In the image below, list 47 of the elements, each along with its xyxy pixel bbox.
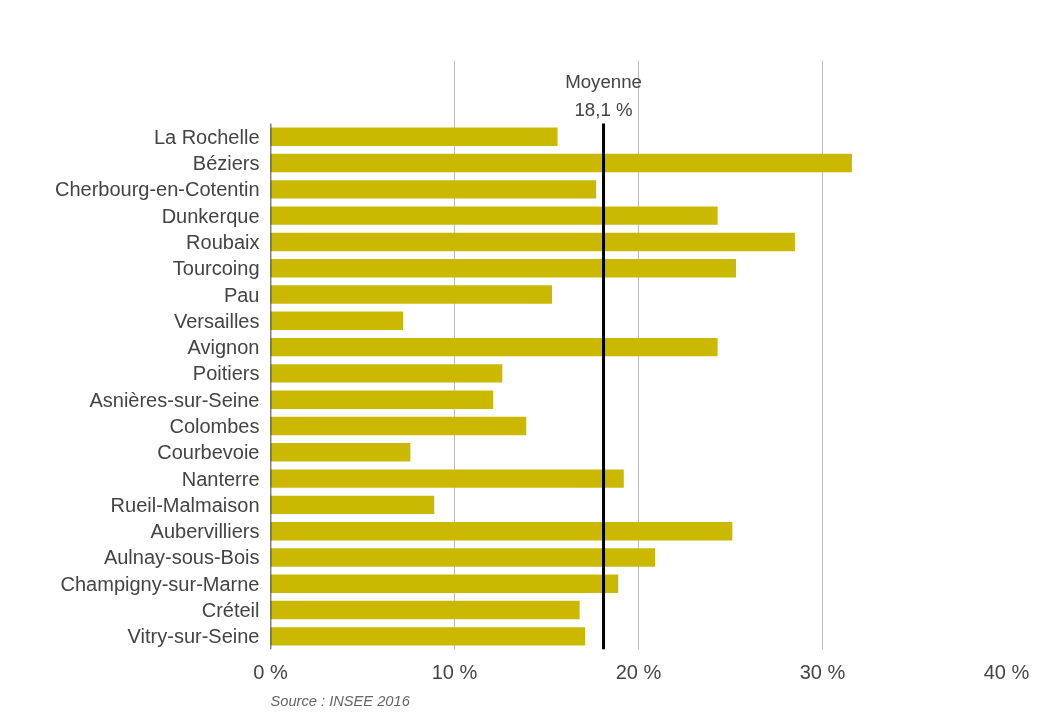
bar (270, 495, 435, 515)
x-tick-label: 30 % (799, 660, 846, 683)
y-tick-label: Pau (223, 283, 260, 306)
bar (270, 521, 733, 541)
bar (270, 627, 586, 646)
y-tick-label: Aubervilliers (150, 520, 260, 543)
y-tick-label: Aulnay-sous-Bois (103, 546, 260, 569)
y-tick-label: Nanterre (181, 467, 260, 490)
y-tick-label: Vitry-sur-Seine (127, 625, 260, 648)
bar (270, 416, 527, 436)
y-tick-label: Tourcoing (172, 257, 260, 280)
y-tick-label: Versailles (173, 309, 260, 332)
y-tick-label: Créteil (201, 599, 260, 622)
bar (270, 285, 553, 304)
x-tick-label: 20 % (615, 660, 662, 683)
y-tick-label: La Rochelle (153, 125, 260, 148)
bar (270, 259, 737, 278)
y-tick-label: Dunkerque (161, 204, 260, 227)
y-tick-label: Poitiers (192, 362, 260, 385)
bar (270, 206, 718, 225)
bar (270, 574, 619, 593)
y-tick-label: Béziers (192, 152, 260, 175)
bar (270, 180, 597, 199)
bar (270, 232, 795, 252)
y-tick-label: Cherbourg-en-Cotentin (54, 178, 260, 201)
bar (270, 600, 580, 620)
bar (270, 548, 656, 567)
y-tick-label: Courbevoie (157, 441, 260, 464)
bar (270, 390, 494, 409)
x-tick-label: 0 % (253, 660, 288, 683)
y-tick-label: Asnières-sur-Seine (89, 388, 260, 411)
y-tick-label: Roubaix (186, 230, 260, 253)
bar (270, 153, 852, 173)
y-tick-label: Champigny-sur-Marne (60, 572, 260, 595)
bar (270, 337, 718, 357)
bar (270, 364, 503, 383)
y-tick-label: Colombes (169, 415, 260, 437)
ref-line-label: Moyenne 18,1 % (565, 71, 642, 120)
source-note: Source : INSEE 2016 (270, 692, 411, 709)
x-tick-label: 40 % (983, 660, 1030, 683)
x-tick-label: 10 % (431, 660, 478, 683)
y-tick-label: Avignon (187, 336, 260, 359)
bar (270, 443, 411, 462)
y-tick-label: Rueil-Malmaison (110, 493, 260, 516)
bar (270, 127, 558, 146)
bar (270, 311, 403, 331)
bar (270, 469, 624, 488)
